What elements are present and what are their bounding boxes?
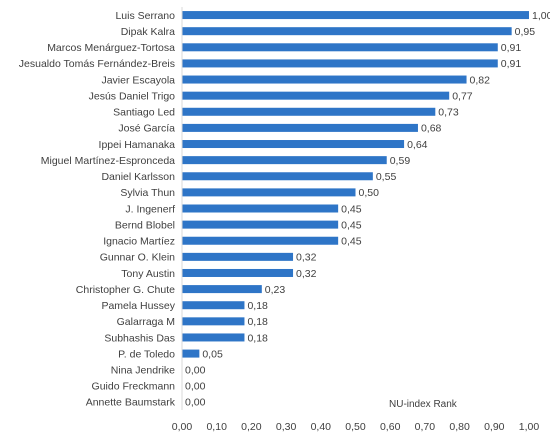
- bar: [182, 268, 294, 277]
- category-label: Daniel Karlsson: [101, 171, 175, 183]
- x-tick-label: 0,70: [415, 421, 436, 433]
- value-label: 1,00: [532, 10, 550, 22]
- bar: [182, 301, 245, 310]
- value-label: 0,59: [390, 155, 411, 167]
- category-label: P. de Toledo: [118, 348, 175, 360]
- x-tick-label: 0,40: [311, 421, 332, 433]
- bar: [182, 43, 498, 52]
- value-label: 0,00: [185, 381, 206, 393]
- category-label: Bernd Blobel: [115, 219, 175, 231]
- category-label: Galarraga M: [117, 316, 175, 328]
- value-label: 0,82: [470, 74, 491, 86]
- category-label: Jesualdo Tomás Fernández-Breis: [19, 58, 175, 70]
- value-label: 0,32: [296, 252, 317, 264]
- bar: [182, 75, 467, 84]
- value-label: 0,45: [341, 203, 362, 215]
- bar: [182, 59, 498, 68]
- x-tick-label: 0,60: [380, 421, 401, 433]
- bar: [182, 317, 245, 326]
- category-label: José García: [118, 123, 175, 135]
- category-label: Ippei Hamanaka: [99, 139, 176, 151]
- bar: [182, 252, 294, 261]
- value-label: 0,18: [247, 332, 268, 344]
- bar: [182, 220, 339, 229]
- category-label: Jesús Daniel Trigo: [89, 90, 176, 102]
- x-tick-label: 0,80: [449, 421, 470, 433]
- x-tick-label: 0,20: [241, 421, 262, 433]
- bar: [182, 140, 405, 149]
- category-label: J. Ingenerf: [125, 203, 175, 215]
- category-label: Santiago Led: [113, 107, 175, 119]
- value-label: 0,73: [438, 107, 459, 119]
- x-tick-label: 0,00: [172, 421, 193, 433]
- value-label: 0,91: [501, 58, 522, 70]
- x-tick-label: 0,30: [276, 421, 297, 433]
- bars-layer: [182, 11, 529, 358]
- value-label: 0,45: [341, 236, 362, 248]
- bar: [182, 123, 418, 132]
- value-label: 0,68: [421, 123, 442, 135]
- value-label: 0,05: [202, 348, 223, 360]
- value-label: 0,95: [515, 26, 536, 38]
- bar: [182, 27, 512, 36]
- category-label: Annette Baumstark: [86, 397, 176, 409]
- value-label: 0,32: [296, 268, 317, 280]
- value-label: 0,91: [501, 42, 522, 54]
- x-tick-label: 1,00: [519, 421, 540, 433]
- value-label: 0,55: [376, 171, 397, 183]
- category-label: Nina Jendrike: [111, 365, 175, 377]
- x-tick-label: 0,50: [345, 421, 366, 433]
- category-label: Gunnar O. Klein: [100, 252, 175, 264]
- category-label: Javier Escayola: [101, 74, 175, 86]
- x-tick-label: 0,10: [206, 421, 227, 433]
- value-label: 0,00: [185, 397, 206, 409]
- bar: [182, 188, 356, 197]
- bar: [182, 172, 373, 181]
- bar: [182, 156, 387, 165]
- category-label: Christopher G. Chute: [76, 284, 175, 296]
- value-label: 0,18: [247, 300, 268, 312]
- value-label: 0,23: [265, 284, 286, 296]
- category-label: Marcos Menárguez-Tortosa: [47, 42, 175, 54]
- category-label: Dipak Kalra: [121, 26, 175, 38]
- bar: [182, 285, 262, 294]
- category-label: Sylvia Thun: [120, 187, 175, 199]
- value-label: 0,77: [452, 90, 473, 102]
- category-label: Luis Serrano: [115, 10, 175, 22]
- bar: [182, 333, 245, 342]
- bar: [182, 236, 339, 245]
- value-label: 0,18: [247, 316, 268, 328]
- value-label: 0,50: [359, 187, 380, 199]
- value-label: 0,64: [407, 139, 428, 151]
- x-axis-tick-labels: 0,00 0,10 0,20 0,30 0,40 0,50 0,60 0,70 0,80 0,90…: [172, 421, 540, 433]
- bar: [182, 204, 339, 213]
- x-tick-label: 0,90: [484, 421, 505, 433]
- value-labels: 1,00 0,95 0,91 0,91 0,82 0,77 0,73 0,68 0,64 0,59…: [185, 10, 550, 409]
- bar: [182, 107, 436, 116]
- value-label: 0,45: [341, 219, 362, 231]
- category-label: Miguel Martínez-Espronceda: [41, 155, 175, 167]
- bar: [182, 11, 529, 20]
- category-label: Subhashis Das: [104, 332, 175, 344]
- bar: [182, 91, 450, 100]
- category-labels: Luis Serrano Dipak Kalra Marcos Menárguez-…: [19, 10, 176, 409]
- bar: [182, 349, 200, 358]
- value-label: 0,00: [185, 365, 206, 377]
- category-label: Tony Austin: [121, 268, 175, 280]
- category-label: Pamela Hussey: [101, 300, 175, 312]
- category-label: Ignacio Martíez: [103, 236, 175, 248]
- category-label: Guido Freckmann: [92, 381, 176, 393]
- series-legend-label: NU-index Rank: [389, 399, 458, 410]
